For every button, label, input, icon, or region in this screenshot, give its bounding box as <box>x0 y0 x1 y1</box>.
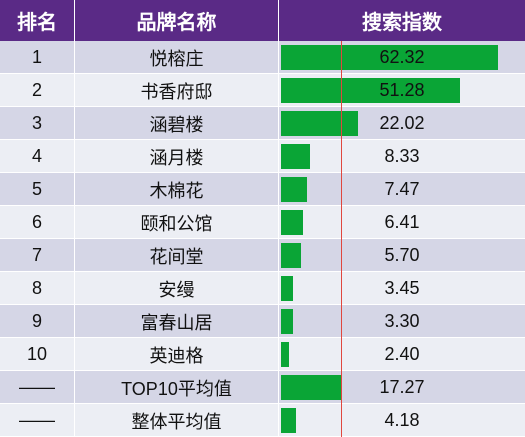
table-row: 2 书香府邸 51.28 <box>0 74 525 107</box>
header-index: 搜索指数 <box>279 0 525 41</box>
row-divider <box>0 73 525 74</box>
index-value-label: 17.27 <box>379 377 425 397</box>
brand-cell: 颐和公馆 <box>75 206 279 239</box>
index-bar <box>281 177 308 202</box>
row-divider <box>0 106 525 107</box>
rank-cell: —— <box>0 404 75 437</box>
table-row: 8 安缦 3.45 <box>0 272 525 305</box>
brand-cell: 富春山居 <box>75 305 279 338</box>
rank-cell: 10 <box>0 338 75 371</box>
index-value-label: 51.28 <box>379 80 425 100</box>
index-value-label: 8.33 <box>384 146 420 166</box>
rank-cell: 8 <box>0 272 75 305</box>
table-row: 7 花间堂 5.70 <box>0 239 525 272</box>
brand-cell: 涵碧楼 <box>75 107 279 140</box>
brand-cell: 书香府邸 <box>75 74 279 107</box>
brand-cell: 花间堂 <box>75 239 279 272</box>
index-value-label: 22.02 <box>379 113 425 133</box>
table-row: —— 整体平均值 4.18 <box>0 404 525 437</box>
index-bar <box>281 243 301 268</box>
index-value-label: 3.30 <box>384 311 420 331</box>
header-rank: 排名 <box>0 0 75 41</box>
row-divider <box>0 205 525 206</box>
rank-cell: —— <box>0 371 75 404</box>
index-bar <box>281 111 358 136</box>
table-row: 9 富春山居 3.30 <box>0 305 525 338</box>
index-value-label: 6.41 <box>384 212 420 232</box>
index-bar <box>281 78 460 103</box>
index-value-label: 3.45 <box>384 278 420 298</box>
table-row: —— TOP10平均值 17.27 <box>0 371 525 404</box>
rank-cell: 1 <box>0 41 75 74</box>
index-value-label: 5.70 <box>384 245 420 265</box>
rank-cell: 2 <box>0 74 75 107</box>
row-divider <box>0 337 525 338</box>
reference-line <box>341 41 343 437</box>
row-divider <box>0 403 525 404</box>
table-row: 3 涵碧楼 22.02 <box>0 107 525 140</box>
brand-cell: 涵月楼 <box>75 140 279 173</box>
rank-cell: 6 <box>0 206 75 239</box>
row-divider <box>0 172 525 173</box>
index-bar <box>281 276 294 301</box>
table-row: 4 涵月楼 8.33 <box>0 140 525 173</box>
row-divider <box>0 238 525 239</box>
table-row: 10 英迪格 2.40 <box>0 338 525 371</box>
index-bar <box>281 375 342 400</box>
rank-cell: 3 <box>0 107 75 140</box>
rank-cell: 5 <box>0 173 75 206</box>
header-brand: 品牌名称 <box>75 0 279 41</box>
brand-cell: 安缦 <box>75 272 279 305</box>
brand-cell: 悦榕庄 <box>75 41 279 74</box>
index-value-label: 2.40 <box>384 344 420 364</box>
row-divider <box>0 304 525 305</box>
rank-cell: 7 <box>0 239 75 272</box>
index-value-label: 4.18 <box>384 410 420 430</box>
index-bar <box>281 408 296 433</box>
brand-cell: 整体平均值 <box>75 404 279 437</box>
table-row: 6 颐和公馆 6.41 <box>0 206 525 239</box>
row-divider <box>0 370 525 371</box>
index-bar <box>281 45 499 70</box>
index-bar <box>281 309 293 334</box>
rank-cell: 4 <box>0 140 75 173</box>
rank-cell: 9 <box>0 305 75 338</box>
brand-cell: TOP10平均值 <box>75 371 279 404</box>
brand-cell: 英迪格 <box>75 338 279 371</box>
index-value-label: 7.47 <box>384 179 420 199</box>
table-row: 5 木棉花 7.47 <box>0 173 525 206</box>
row-divider <box>0 139 525 140</box>
index-bar <box>281 210 304 235</box>
index-bar <box>281 144 311 169</box>
index-bar <box>281 342 290 367</box>
index-value-label: 62.32 <box>379 47 425 67</box>
row-divider <box>0 271 525 272</box>
table-row: 1 悦榕庄 62.32 <box>0 41 525 74</box>
brand-cell: 木棉花 <box>75 173 279 206</box>
